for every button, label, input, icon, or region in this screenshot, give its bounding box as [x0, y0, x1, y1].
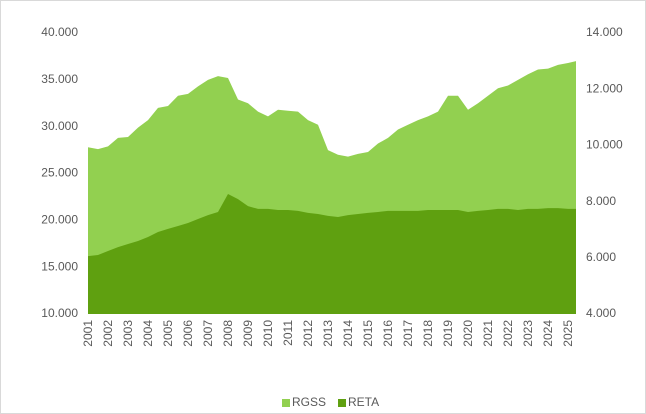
y-tick-label: 40.000 [41, 25, 78, 39]
x-tick-label: 2007 [201, 320, 215, 347]
x-tick-label: 2021 [481, 320, 495, 347]
y2-tick-label: 10.000 [586, 138, 623, 152]
x-tick-label: 2011 [281, 320, 295, 346]
x-tick-label: 2012 [301, 320, 315, 347]
area [88, 194, 576, 314]
x-tick-label: 2009 [241, 320, 255, 347]
x-tick-label: 2024 [541, 320, 555, 347]
y2-tick-label: 14.000 [586, 25, 623, 39]
x-tick-label: 2018 [421, 320, 435, 347]
legend-label: RGSS [292, 395, 326, 409]
x-tick-label: 2004 [141, 320, 155, 347]
legend-swatch [338, 399, 347, 407]
x-tick-label: 2013 [321, 320, 335, 347]
y2-tick-label: 4.000 [586, 306, 616, 320]
y-tick-label: 15.000 [41, 259, 78, 273]
y-tick-label: 10.000 [41, 306, 78, 320]
x-tick-label: 2019 [441, 320, 455, 347]
x-tick-label: 2025 [561, 320, 575, 347]
x-tick-label: 2014 [341, 320, 355, 347]
x-tick-label: 2017 [401, 320, 415, 347]
x-tick-label: 2008 [221, 320, 235, 347]
x-tick-label: 2001 [81, 320, 95, 347]
x-tick-label: 2015 [361, 320, 375, 347]
x-tick-label: 2023 [521, 320, 535, 347]
x-tick-label: 2022 [501, 320, 515, 347]
x-tick-label: 2003 [121, 320, 135, 347]
x-tick-label: 2010 [261, 320, 275, 347]
y2-tick-label: 6.000 [586, 250, 616, 264]
y-tick-label: 35.000 [41, 72, 78, 86]
y-tick-label: 25.000 [41, 166, 78, 180]
legend-swatch [282, 399, 290, 407]
y-tick-label: 20.000 [41, 213, 78, 227]
x-tick-label: 2005 [161, 320, 175, 347]
y2-tick-label: 12.000 [586, 81, 623, 95]
x-tick-label: 2016 [381, 320, 395, 347]
legend-label: RETA [348, 395, 379, 409]
y2-tick-label: 8.000 [586, 194, 616, 208]
x-tick-label: 2006 [181, 320, 195, 347]
y-tick-label: 30.000 [41, 119, 78, 133]
x-tick-label: 2020 [461, 320, 475, 347]
x-tick-label: 2002 [101, 320, 115, 347]
